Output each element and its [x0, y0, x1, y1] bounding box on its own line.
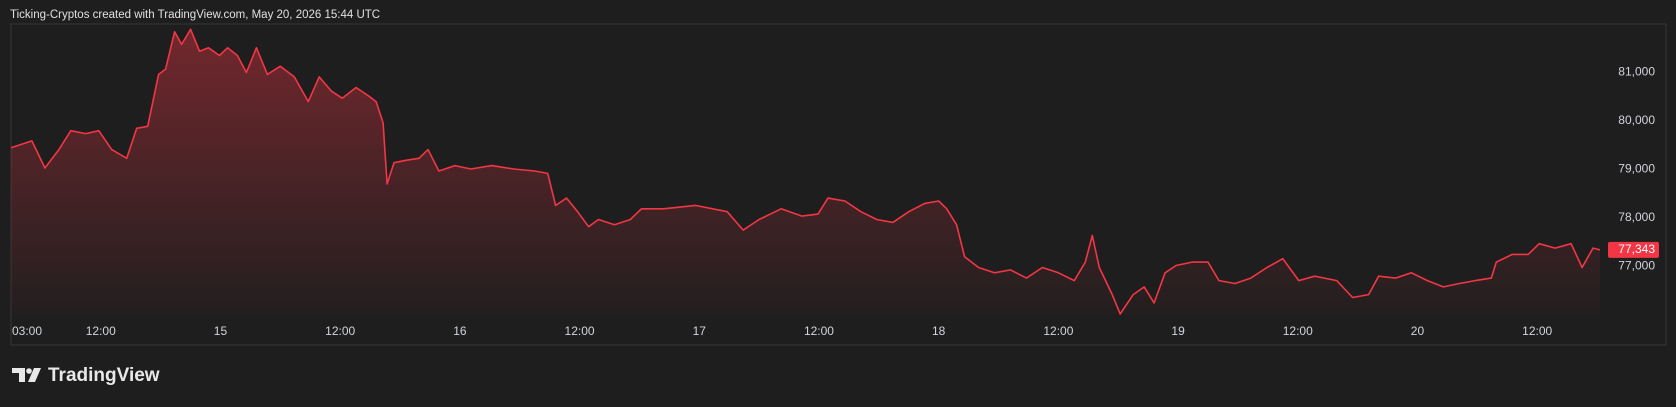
x-tick-label: 20 — [1411, 324, 1425, 338]
y-tick-label: 80,000 — [1618, 113, 1655, 127]
x-tick-label: 12:00 — [565, 324, 595, 338]
x-tick-label: 12:00 — [1043, 324, 1073, 338]
y-tick-label: 78,000 — [1618, 210, 1655, 224]
x-tick-label: 12:00 — [804, 324, 834, 338]
x-tick-label: 12:00 — [1283, 324, 1313, 338]
x-tick-label: 12:00 — [86, 324, 116, 338]
x-tick-label: 03:00 — [12, 324, 42, 338]
y-tick-label: 81,000 — [1618, 65, 1655, 79]
area-fill — [11, 29, 1600, 316]
x-tick-label: 12:00 — [1522, 324, 1552, 338]
x-tick-label: 12:00 — [325, 324, 355, 338]
x-tick-label: 16 — [453, 324, 467, 338]
x-tick-label: 18 — [932, 324, 946, 338]
brand-name: TradingView — [48, 365, 160, 386]
price-line — [10, 28, 1601, 315]
last-price-box — [1608, 241, 1659, 258]
brand-logo — [12, 368, 41, 382]
x-tick-label: 17 — [693, 324, 707, 338]
x-tick-label: 15 — [214, 324, 228, 338]
y-tick-label: 79,000 — [1618, 162, 1655, 176]
y-tick-label: 77,000 — [1618, 259, 1655, 273]
last-price-label: 77,343 — [1618, 242, 1655, 256]
x-tick-label: 19 — [1171, 324, 1185, 338]
header-text: Ticking-Cryptos created with TradingView… — [10, 9, 380, 21]
